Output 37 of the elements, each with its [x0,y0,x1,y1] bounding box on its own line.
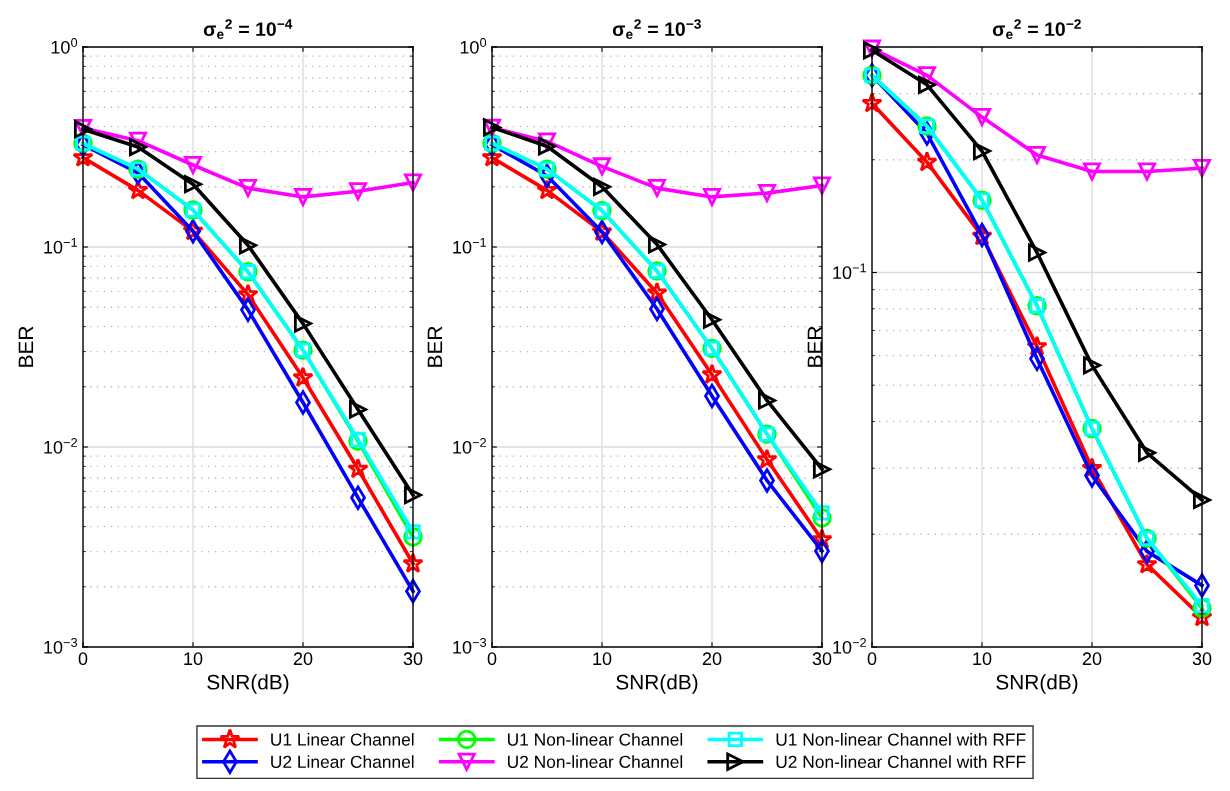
x-axis-title: SNR(dB) [616,674,698,694]
x-tick-label: 10 [184,652,203,666]
y-axis-title: BER [427,326,443,367]
y-tick-label: 10$^{0}$ [51,38,78,54]
y-tick-label: 10$^{0}$ [460,38,487,54]
x-tick-label: 20 [293,652,313,666]
x-tick-label: 20 [1082,652,1102,666]
legend-label: U2 Non-linear Channel with RFF [776,755,1026,768]
y-tick-label: 10$^{−3}$ [44,638,78,654]
x-tick-label: 0 [487,652,497,666]
y-tick-label: 10$^{−2}$ [44,438,77,454]
legend-label: U1 Non-linear Channel [507,732,683,746]
x-tick-label: 20 [702,652,722,666]
x-axis-title: SNR(dB) [207,674,289,694]
y-tick-label: 10$^{−2}$ [453,438,486,454]
x-tick-label: 10 [973,652,992,666]
x-tick-label: 30 [812,652,832,666]
x-tick-label: 30 [1192,652,1212,666]
x-axis-title: SNR(dB) [996,674,1078,694]
y-tick-label: 10$^{−3}$ [453,638,487,654]
x-tick-label: 10 [593,652,612,666]
y-axis-title: BER [18,326,34,367]
chart-title: σ$_{e}$$^{2}$ = 10$^{−3}$ [612,19,701,40]
legend-label: U1 Linear Channel [271,732,414,746]
chart-title: σ$_{e}$$^{2}$ = 10$^{−4}$ [203,19,293,40]
y-tick-label: 10$^{−1}$ [453,238,486,254]
chart-title: σ$_{e}$$^{2}$ = 10$^{−2}$ [992,19,1081,40]
y-axis-title: BER [807,326,823,367]
y-tick-label: 10$^{−2}$ [833,638,866,654]
x-tick-label: 0 [867,652,877,666]
legend-label: U2 Linear Channel [271,755,414,768]
legend-label: U1 Non-linear Channel with RFF [776,732,1026,746]
legend-label: U2 Non-linear Channel [507,755,683,768]
x-tick-label: 30 [403,652,423,666]
y-tick-label: 10$^{−1}$ [833,263,866,280]
x-tick-label: 0 [78,652,88,666]
y-tick-label: 10$^{−1}$ [44,238,77,254]
